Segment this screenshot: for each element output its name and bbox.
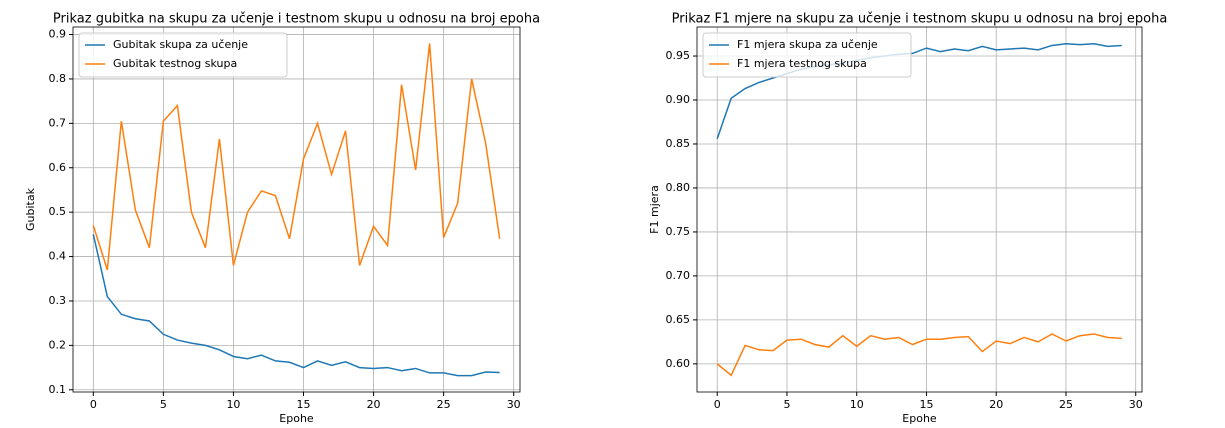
x-tick-label: 15 [919,398,933,411]
y-tick-label: 0.95 [666,49,691,62]
x-tick-label: 5 [783,398,790,411]
y-tick-label: 0.75 [666,225,691,238]
x-tick-label: 25 [1059,398,1073,411]
legend-label: Gubitak testnog skupa [113,57,237,70]
y-tick-label: 0.85 [666,137,691,150]
y-tick-label: 0.9 [49,28,67,41]
y-tick-label: 0.8 [49,72,67,85]
y-tick-label: 0.2 [49,338,67,351]
legend: Gubitak skupa za učenje Gubitak testnog s… [78,32,288,78]
series-line [92,43,501,271]
x-tick-label: 15 [297,398,311,411]
legend-box [78,32,288,78]
x-axis-label: Epohe [902,412,937,425]
x-tick-label: 0 [714,398,721,411]
y-tick-label: 0.6 [49,161,67,174]
legend-label: F1 mjera skupa za učenje [737,38,878,51]
series-line [92,234,500,377]
x-tick-label: 5 [160,398,167,411]
x-tick-label: 30 [507,398,521,411]
y-tick-label: 0.5 [49,205,67,218]
legend-label: F1 mjera testnog skupa [737,57,867,70]
y-tick-label: 0.1 [49,383,67,396]
y-tick-label: 0.3 [49,294,67,307]
x-tick-label: 0 [90,398,97,411]
y-tick-label: 0.7 [49,116,67,129]
y-tick-label: 0.4 [49,250,67,263]
y-tick-label: 0.70 [666,269,691,282]
legend: F1 mjera skupa za učenje F1 mjera testnog… [702,32,912,78]
x-tick-label: 10 [850,398,864,411]
plot-frame [72,26,521,393]
y-tick-label: 0.80 [666,181,691,194]
x-axis-label: Epohe [279,412,314,425]
x-tick-label: 20 [367,398,381,411]
series-line [716,333,1122,377]
x-tick-label: 20 [989,398,1003,411]
y-tick-label: 0.65 [666,313,691,326]
y-axis-label: Gubitak [24,187,37,231]
y-tick-label: 0.60 [666,357,691,370]
chart-title: Prikaz F1 mjere na skupu za učenje i tes… [672,12,1168,27]
chart-title: Prikaz gubitka na skupu za učenje i test… [53,12,540,27]
y-axis-label: F1 mjera [648,185,661,234]
x-tick-label: 10 [226,398,240,411]
plot-frame [696,26,1143,393]
y-tick-label: 0.90 [666,93,691,106]
x-tick-label: 30 [1129,398,1143,411]
legend-box [702,32,912,78]
x-tick-label: 25 [437,398,451,411]
legend-label: Gubitak skupa za učenje [113,38,248,51]
